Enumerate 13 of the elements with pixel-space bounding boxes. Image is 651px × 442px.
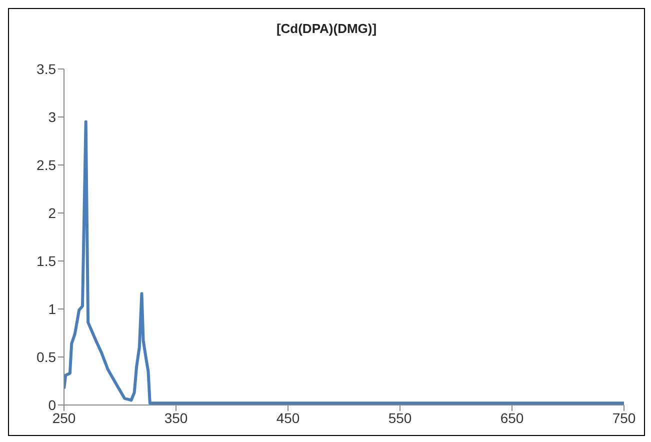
y-tick-label: 1 <box>48 300 56 317</box>
x-tick-label: 650 <box>500 410 524 426</box>
x-tick-label: 750 <box>612 410 636 426</box>
x-tick-label: 450 <box>276 410 300 426</box>
x-tick-label: 550 <box>388 410 412 426</box>
y-tick-label: 3 <box>48 108 56 125</box>
y-tick-label: 1.5 <box>36 252 56 269</box>
y-tick-label: 3.5 <box>36 60 56 77</box>
x-tick-label: 350 <box>164 410 188 426</box>
y-tick-label: 0.5 <box>36 348 56 365</box>
chart-title: [Cd(DPA)(DMG)] <box>275 21 378 36</box>
y-tick-label: 2.5 <box>36 156 56 173</box>
y-tick-label: 2 <box>48 204 56 221</box>
